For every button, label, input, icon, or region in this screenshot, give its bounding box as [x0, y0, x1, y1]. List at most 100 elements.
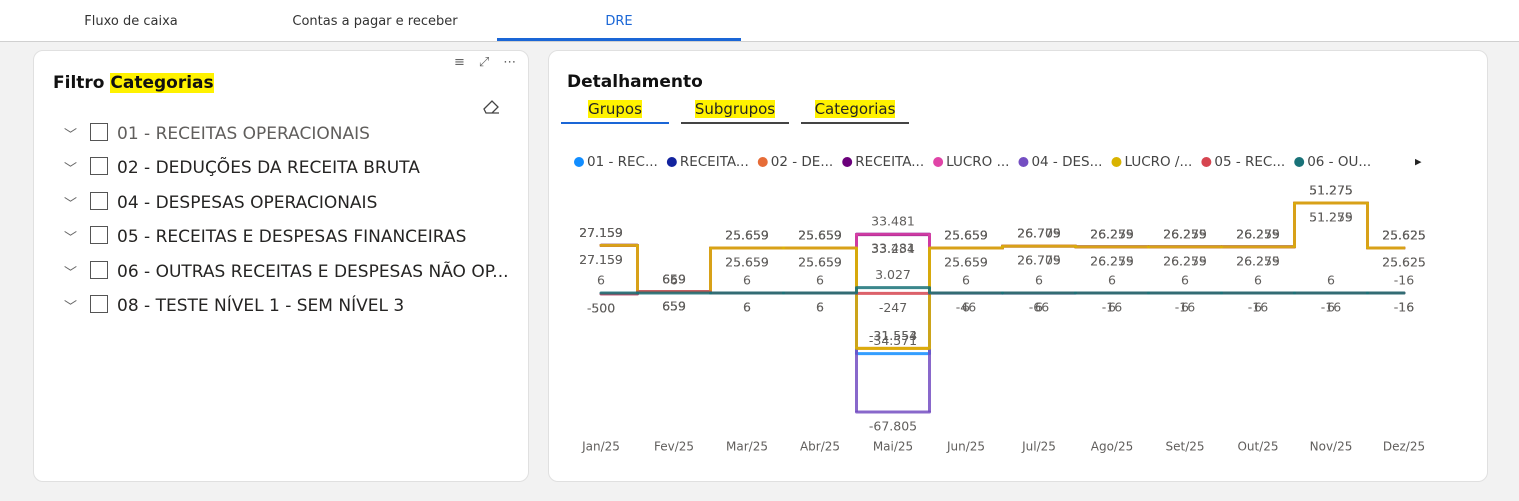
data-label: 26.259 — [1236, 226, 1280, 241]
data-label: -66 — [1029, 300, 1049, 315]
data-label: 27.159 — [579, 252, 623, 267]
data-label: 26.275 — [1236, 226, 1280, 241]
data-label: 26.709 — [1017, 226, 1061, 241]
data-label: 659 — [662, 298, 686, 313]
tab-active[interactable]: DRE — [605, 14, 633, 29]
data-label: 25.625 — [1382, 228, 1426, 243]
data-label: 26.709 — [1017, 226, 1061, 241]
legend-label: 04 - DES... — [1031, 154, 1102, 170]
data-label: 26.275 — [1236, 226, 1280, 241]
filter-item[interactable]: ﹀ 08 - TESTE NÍVEL 1 - SEM NÍVEL 3 — [64, 295, 405, 316]
legend-label: 01 - REC... — [587, 154, 658, 170]
data-label: 25.659 — [798, 227, 842, 242]
eraser-icon[interactable] — [480, 95, 502, 117]
x-tick-label: Abr/25 — [800, 440, 840, 454]
x-tick-label: Dez/25 — [1383, 440, 1425, 454]
x-tick-label: Nov/25 — [1310, 440, 1353, 454]
x-tick-label: Fev/25 — [654, 440, 694, 454]
legend-marker — [933, 157, 944, 167]
data-label: 33.481 — [871, 214, 915, 229]
legend-marker — [1111, 157, 1122, 167]
filter-item[interactable]: ﹀ 04 - DESPESAS OPERACIONAIS — [64, 192, 378, 213]
tab-bar: Fluxo de caixa Contas a pagar e receber … — [0, 0, 1519, 42]
data-label: -500 — [587, 300, 615, 315]
data-label: 25.659 — [798, 227, 842, 242]
data-label: -67.805 — [869, 419, 917, 434]
item-label: 04 - DESPESAS OPERACIONAIS — [117, 193, 378, 213]
legend-marker — [1018, 157, 1029, 167]
item-label: 08 - TESTE NÍVEL 1 - SEM NÍVEL 3 — [117, 296, 405, 316]
data-label: 51.275 — [1309, 183, 1353, 198]
filter-item[interactable]: ﹀ 05 - RECEITAS E DESPESAS FINANCEIRAS — [64, 226, 467, 247]
x-tick-label: Set/25 — [1165, 440, 1204, 454]
data-label: 25.659 — [725, 254, 769, 269]
data-label: 6 — [816, 299, 824, 314]
tab[interactable]: Contas a pagar e receber — [292, 14, 458, 29]
tab[interactable]: Fluxo de caixa — [84, 14, 178, 29]
data-label: 659 — [662, 298, 686, 313]
data-label: 25.659 — [944, 254, 988, 269]
title-text: Filtro — [53, 73, 105, 93]
view-button[interactable]: Subgrupos — [681, 100, 789, 124]
view-button[interactable]: Categorias — [801, 100, 909, 124]
data-label: 51.259 — [1309, 210, 1353, 225]
x-tick-label: Jan/25 — [581, 440, 620, 454]
view-button[interactable]: Grupos — [561, 100, 669, 124]
data-label: 27.159 — [579, 225, 623, 240]
data-label: 25.659 — [944, 227, 988, 242]
item-label: 02 - DEDUÇÕES DA RECEITA BRUTA — [117, 158, 420, 178]
data-label: 6 — [816, 299, 824, 314]
data-label: 25.625 — [1382, 228, 1426, 243]
x-tick-label: Ago/25 — [1091, 440, 1133, 454]
data-label: 26.775 — [1017, 253, 1061, 268]
data-label: 27.159 — [579, 225, 623, 240]
legend-marker — [1294, 157, 1305, 167]
title-highlight: Categorias — [110, 73, 214, 93]
filter-item[interactable]: ﹀ 02 - DEDUÇÕES DA RECEITA BRUTA — [64, 157, 420, 178]
data-label: 26.775 — [1017, 226, 1061, 241]
data-label: -34.571 — [869, 333, 917, 348]
data-label: 51.275 — [1309, 183, 1353, 198]
data-label: 6 — [1327, 272, 1335, 287]
data-label: 26.275 — [1090, 253, 1134, 268]
detail-panel: Detalhamento Grupos Subgrupos Categorias — [548, 50, 1488, 482]
data-label: 6 — [1181, 272, 1189, 287]
data-label: -16 — [1321, 300, 1341, 315]
legend-marker — [1201, 157, 1212, 167]
data-label: 6 — [1035, 299, 1043, 314]
data-label: -16 — [1394, 273, 1414, 288]
data-label: 26.259 — [1163, 226, 1207, 241]
data-label: 659 — [662, 271, 686, 286]
data-label: 25.659 — [944, 227, 988, 242]
legend-label: 02 - DE... — [771, 154, 833, 170]
legend-marker — [666, 157, 677, 167]
data-label: 26.275 — [1090, 226, 1134, 241]
data-label: 26.275 — [1163, 226, 1207, 241]
data-label: 6 — [962, 299, 970, 314]
x-tick-label: Jun/25 — [946, 440, 985, 454]
data-label: -31.554 — [869, 328, 917, 343]
data-label: 26.275 — [1163, 226, 1207, 241]
panel-icons[interactable]: ≡⤢⋯ — [454, 55, 531, 70]
data-label: -46 — [956, 300, 976, 315]
data-label: 25.625 — [1382, 255, 1426, 270]
data-label: 6 — [1254, 272, 1262, 287]
data-label: 25.659 — [798, 254, 842, 269]
data-label: -16 — [1394, 300, 1414, 315]
filter-item[interactable]: ﹀ 01 - RECEITAS OPERACIONAIS — [64, 123, 370, 144]
data-label: 27.159 — [579, 225, 623, 240]
legend-label: LUCRO ... — [946, 154, 1009, 170]
data-label: 33.481 — [871, 241, 915, 256]
data-label: 25.659 — [798, 227, 842, 242]
legend-label: RECEITA... — [855, 154, 924, 170]
data-label: 51.275 — [1309, 210, 1353, 225]
data-label: 26.259 — [1163, 253, 1207, 268]
data-label: 33.234 — [871, 241, 915, 256]
data-label: 6 — [670, 272, 678, 287]
data-label: 6 — [743, 299, 751, 314]
legend-label: LUCRO /... — [1124, 154, 1192, 170]
filter-item[interactable]: ﹀ 06 - OUTRAS RECEITAS E DESPESAS NÃO OP.… — [64, 261, 509, 282]
legend-next[interactable]: ▸ — [1415, 155, 1422, 170]
data-label: 26.775 — [1017, 226, 1061, 241]
